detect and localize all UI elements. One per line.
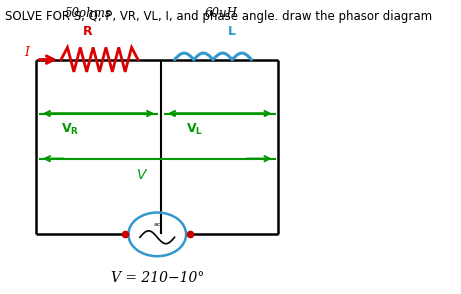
Text: $\mathbf{V_R}$: $\mathbf{V_R}$ [61,122,79,137]
Text: 60uH: 60uH [204,7,237,20]
Text: $\mathit{V}$: $\mathit{V}$ [136,168,148,182]
Text: V = 210−10°: V = 210−10° [111,271,204,285]
Text: L: L [228,25,236,38]
Text: ac: ac [154,222,161,227]
Text: SOLVE FOR S, Q, P, VR, VL, I, and phase angle. draw the phasor diagram: SOLVE FOR S, Q, P, VR, VL, I, and phase … [5,10,432,23]
Text: R: R [83,25,93,38]
Text: $\mathbf{V_L}$: $\mathbf{V_L}$ [186,122,203,137]
Text: 50ohms: 50ohms [65,7,112,20]
Text: I: I [24,46,29,59]
